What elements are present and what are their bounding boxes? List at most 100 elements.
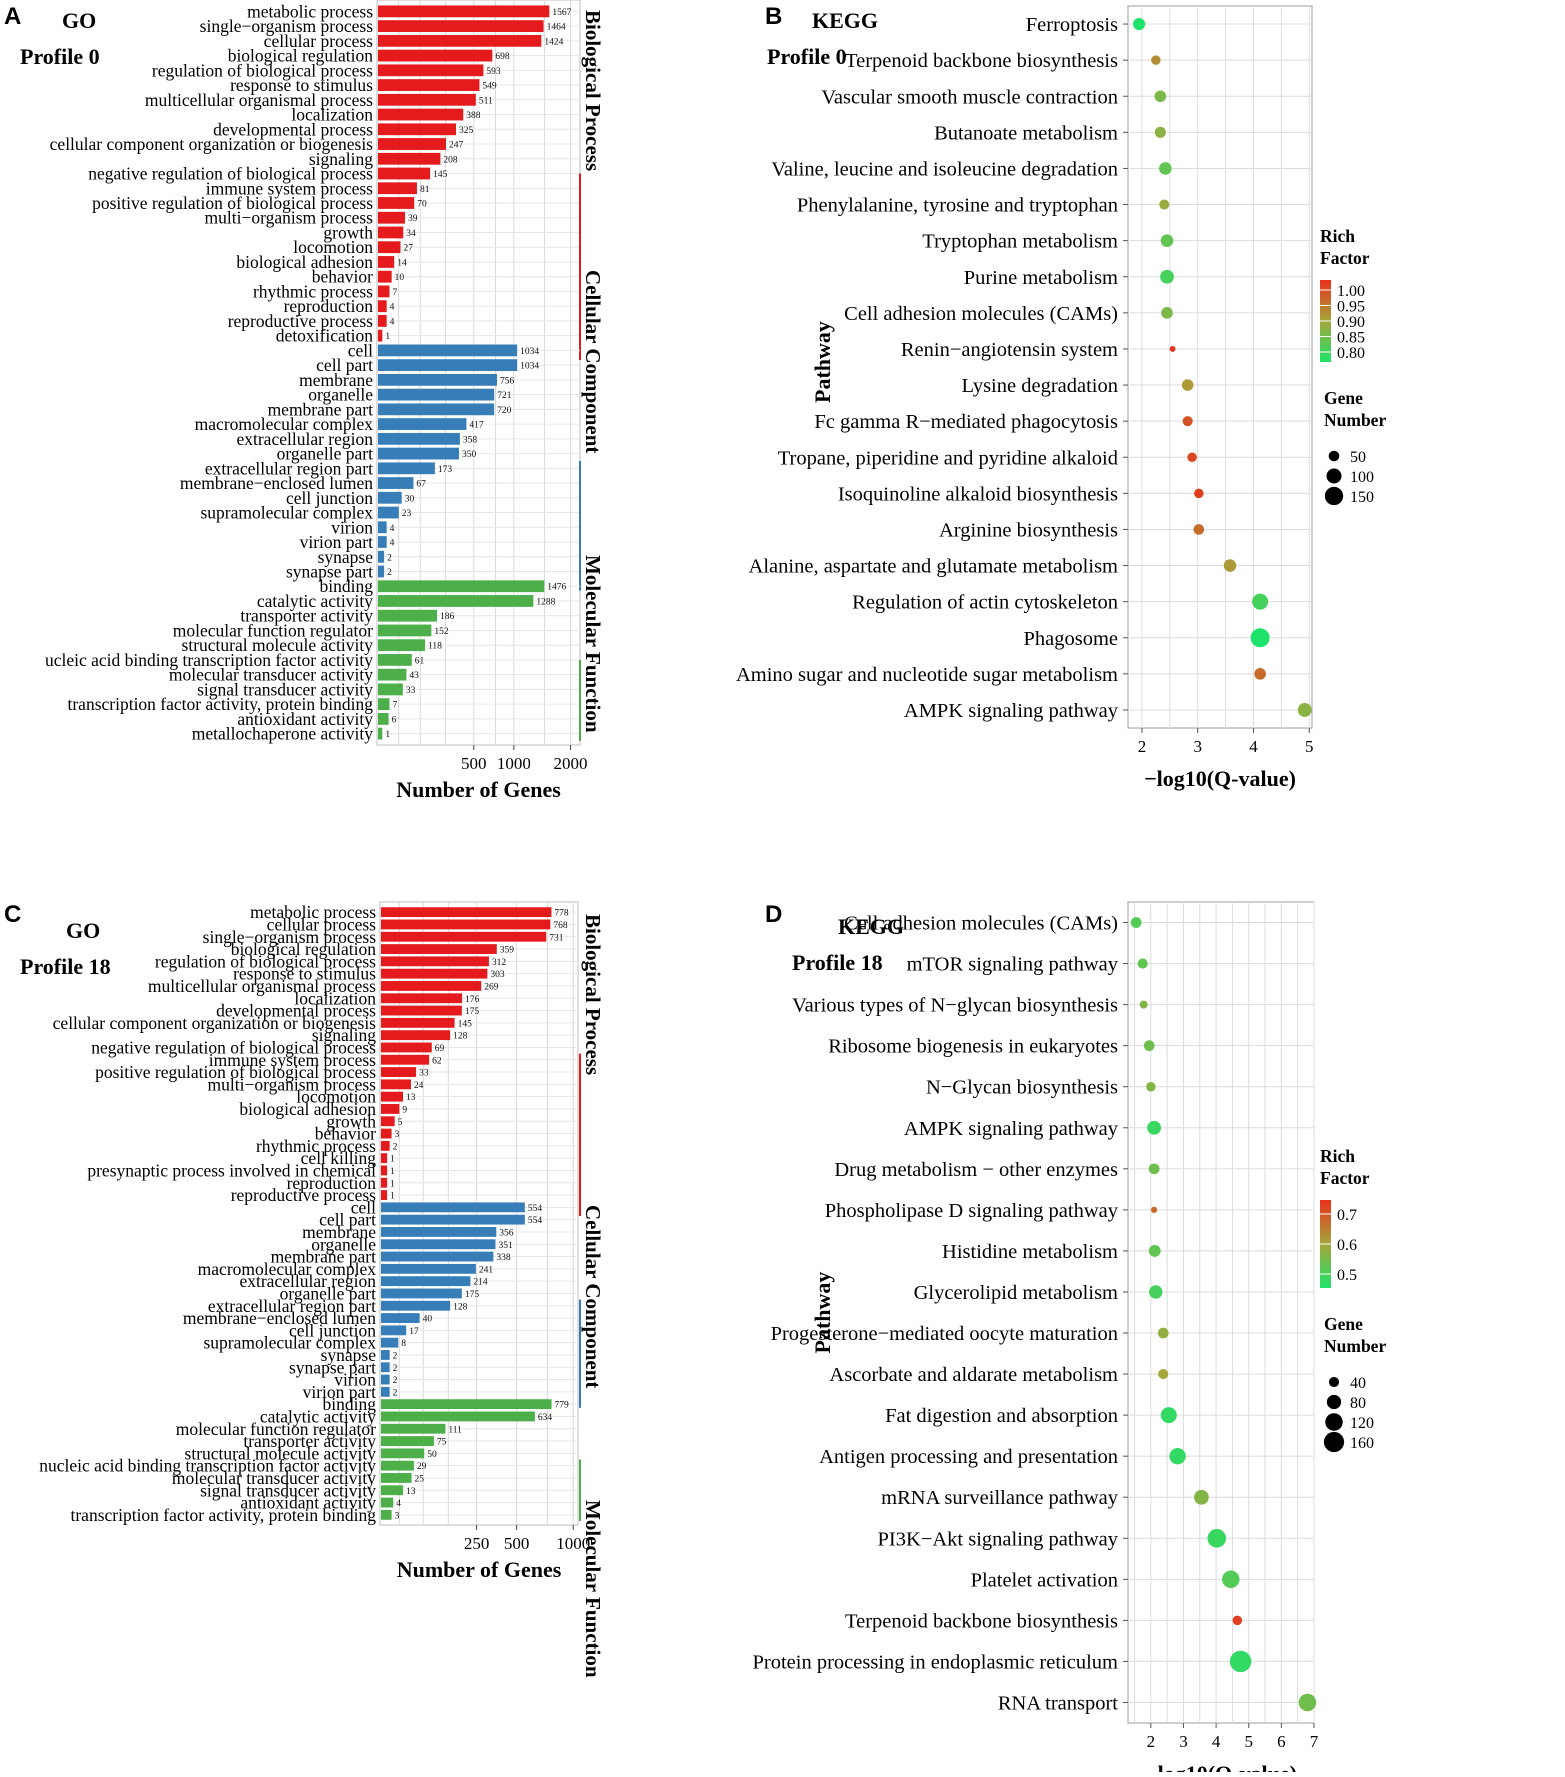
category-label: membrane−enclosed lumen <box>183 1308 376 1328</box>
category-label: response to stimulus <box>233 964 376 984</box>
bar-ucleic-acid-binding-transcription-factor-activity <box>378 654 412 666</box>
category-label: regulation of biological process <box>155 951 376 971</box>
value-label: 1464 <box>547 23 566 33</box>
pathway-label: AMPK signaling pathway <box>904 1118 1119 1140</box>
value-label: 30 <box>405 494 415 504</box>
bar-macromolecular-complex <box>381 1263 476 1274</box>
gene-size-dot <box>1328 1376 1340 1388</box>
pathway-label: Phenylalanine, tyrosine and tryptophan <box>797 195 1118 217</box>
bar-locomotion <box>378 241 401 254</box>
pathway-label: Cell adhesion molecules (CAMs) <box>844 913 1118 935</box>
category-label: catalytic activity <box>257 591 373 611</box>
bar-multicellular-organismal-process <box>381 981 482 991</box>
value-label: 34 <box>406 229 416 239</box>
category-label: rhythmic process <box>253 281 373 301</box>
category-label: cell part <box>319 1210 376 1230</box>
colorbar-tick-label: 0.6 <box>1337 1237 1357 1254</box>
category-label: synapse part <box>286 561 373 581</box>
bar-growth <box>381 1116 395 1127</box>
category-label: biological adhesion <box>236 252 373 272</box>
pathway-label: N−Glycan biosynthesis <box>926 1077 1118 1099</box>
bar-metabolic-process <box>378 5 550 18</box>
gene-size-dot <box>1324 486 1344 506</box>
category-label: supramolecular complex <box>200 503 373 523</box>
category-label: detoxification <box>276 326 373 346</box>
value-label: 1034 <box>520 362 539 372</box>
bubble-isoquinoline-alkaloid-biosynthesis <box>1194 488 1204 499</box>
bubble-butanoate-metabolism <box>1154 126 1166 138</box>
value-label: 39 <box>408 214 418 224</box>
category-label: molecular transducer activity <box>172 1468 376 1488</box>
value-label: 247 <box>449 141 464 151</box>
colorbar-tick-label: 0.85 <box>1337 330 1365 347</box>
bar-reproduction <box>378 300 387 313</box>
x-axis-title: −log10(Q-value) <box>1145 1761 1297 1772</box>
category-label: antioxidant activity <box>240 1493 376 1513</box>
category-label: virion <box>334 1370 376 1390</box>
bar-transporter-activity <box>381 1436 434 1446</box>
bar-extracellular-region-part <box>381 1300 451 1311</box>
bar-virion-part <box>381 1386 390 1397</box>
bar-immune-system-process <box>378 182 417 195</box>
pathway-label: Histidine metabolism <box>942 1241 1118 1263</box>
bubble-various-types-of-n-glycan-biosynthesis <box>1139 1000 1148 1009</box>
category-label: biological adhesion <box>239 1099 376 1119</box>
category-label: reproduction <box>284 296 374 316</box>
bar-cellular-process <box>378 34 542 47</box>
category-label: macromolecular complex <box>195 414 374 434</box>
bar-reproductive-process <box>378 315 387 327</box>
category-label: multi−organism process <box>208 1074 377 1094</box>
value-label: 4 <box>390 539 395 549</box>
category-label: positive regulation of biological proces… <box>92 193 373 213</box>
bar-synapse-part <box>381 1362 390 1373</box>
category-label: cellular process <box>267 914 377 934</box>
value-label: 75 <box>437 1438 447 1448</box>
category-label: membrane part <box>271 1247 377 1267</box>
bar-cell-junction <box>381 1325 407 1336</box>
bar-signal-transducer-activity <box>378 683 403 696</box>
pathway-label: Fc gamma R−mediated phagocytosis <box>814 411 1118 433</box>
bar-virion <box>378 521 387 534</box>
bar-developmental-process <box>381 1005 462 1016</box>
bubble-rna-transport <box>1298 1693 1317 1712</box>
x-tick-label: 5 <box>1305 737 1314 756</box>
gene-size-label: 160 <box>1350 1435 1374 1452</box>
pathway-label: Tropane, piperidine and pyridine alkaloi… <box>778 447 1118 469</box>
pathway-label: AMPK signaling pathway <box>904 700 1119 722</box>
category-label: immune system process <box>206 178 373 198</box>
bubble-cell-adhesion-molecules-cams <box>1130 917 1142 928</box>
bar-reproductive-process <box>381 1190 388 1200</box>
group-label-molecular-function: Molecular Function <box>581 555 605 733</box>
value-label: 698 <box>495 52 510 62</box>
category-label: extracellular region <box>236 429 373 449</box>
bar-cellular-component-organization-or-biogenesis <box>378 138 447 150</box>
bubble-mrna-surveillance-pathway <box>1194 1489 1209 1505</box>
category-label: reproductive process <box>231 1185 376 1205</box>
colorbar-tick-label: 0.5 <box>1337 1267 1357 1284</box>
pathway-label: Ribosome biogenesis in eukaryotes <box>828 1036 1118 1058</box>
bubble-terpenoid-backbone-biosynthesis <box>1232 1615 1243 1626</box>
panel-c-go-chart: 778 metabolic process 768 cellular process 7… <box>39 901 605 1678</box>
bar-multi-organism-process <box>378 211 406 224</box>
bubble-lysine-degradation <box>1181 379 1194 391</box>
category-label: cell killing <box>301 1148 377 1168</box>
bar-cell <box>381 1202 525 1213</box>
bar-antioxidant-activity <box>381 1497 394 1508</box>
bar-cell <box>378 344 518 357</box>
value-label: 1424 <box>544 37 563 47</box>
category-label: single−organism process <box>200 16 374 36</box>
bar-membrane-enclosed-lumen <box>381 1313 420 1323</box>
bar-behavior <box>381 1128 392 1139</box>
pathway-label: Vascular smooth muscle contraction <box>821 86 1118 108</box>
bar-organelle-part <box>381 1288 462 1299</box>
value-label: 186 <box>440 612 455 622</box>
bar-locomotion <box>381 1091 404 1102</box>
bubble-phospholipase-d-signaling-pathway <box>1151 1206 1158 1213</box>
pathway-label: Arginine biosynthesis <box>939 519 1118 541</box>
bar-cellular-component-organization-or-biogenesis <box>381 1017 455 1028</box>
value-label: 29 <box>417 1462 427 1472</box>
value-label: 241 <box>479 1265 494 1275</box>
value-label: 1 <box>390 1179 395 1189</box>
category-label: regulation of biological process <box>152 60 373 80</box>
pathway-label: Phospholipase D signaling pathway <box>825 1200 1119 1222</box>
